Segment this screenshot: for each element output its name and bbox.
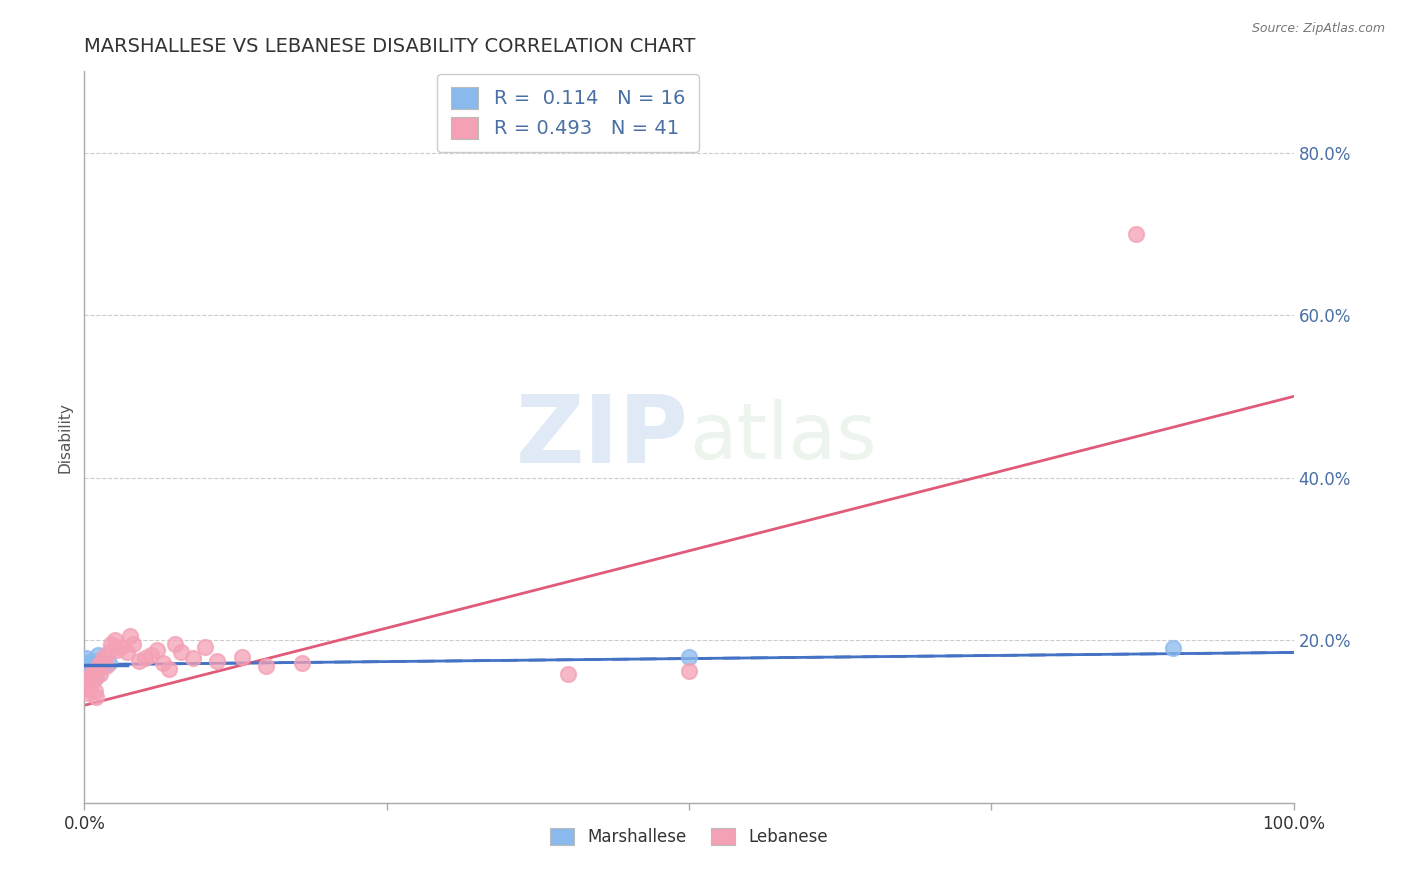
Point [94,659,117,673]
Point [86,690,108,705]
Point [291,656,314,670]
Point [86,648,108,662]
Point [93,649,115,664]
Legend: Marshallese, Lebanese: Marshallese, Lebanese [544,822,834,853]
Point [91,659,114,673]
Point [80,667,103,681]
Text: MARSHALLESE VS LEBANESE DISABILITY CORRELATION CHART: MARSHALLESE VS LEBANESE DISABILITY CORRE… [84,37,696,56]
Y-axis label: Disability: Disability [58,401,73,473]
Point [83,673,105,687]
Point [84,683,107,698]
Point [77,686,100,700]
Point [80,654,103,668]
Point [76,681,98,696]
Point [75,675,97,690]
Point [75,651,97,665]
Point [86,662,108,676]
Point [128,654,150,668]
Point [121,637,143,651]
Point [97,656,120,670]
Point [181,651,204,665]
Point [678,664,700,678]
Point [83,657,105,672]
Point [89,667,111,681]
Point [79,664,101,678]
Point [170,645,193,659]
Point [207,654,229,668]
Text: Source: ZipAtlas.com: Source: ZipAtlas.com [1251,22,1385,36]
Point [157,662,180,676]
Point [87,657,110,672]
Point [254,659,277,673]
Point [77,670,100,684]
Point [105,643,128,657]
Point [134,651,156,665]
Point [146,643,169,657]
Point [110,640,132,654]
Point [104,633,127,648]
Point [194,640,217,654]
Point [557,667,579,681]
Point [231,649,253,664]
Point [1125,227,1147,241]
Point [76,656,98,670]
Point [678,649,700,664]
Point [115,645,138,659]
Point [120,629,142,643]
Text: ZIP: ZIP [516,391,689,483]
Point [82,667,104,681]
Point [89,654,111,668]
Point [77,662,100,676]
Text: atlas: atlas [689,399,876,475]
Point [152,656,174,670]
Point [77,659,100,673]
Point [86,670,108,684]
Point [100,637,122,651]
Point [97,645,120,659]
Point [79,678,101,692]
Point [1161,641,1184,656]
Point [91,654,114,668]
Point [139,648,162,662]
Point [82,664,104,678]
Point [84,663,107,677]
Point [165,637,187,651]
